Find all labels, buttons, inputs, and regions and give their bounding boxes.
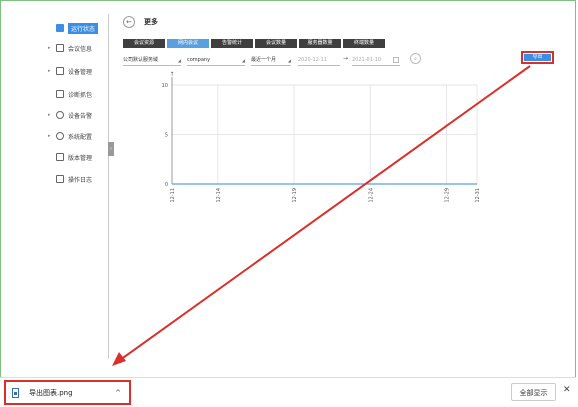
x-tick-label: 12-11	[170, 188, 176, 203]
document-icon	[56, 44, 64, 52]
domain-select[interactable]: 公司默认服务域 ◢	[123, 56, 181, 66]
sidebar-collapse-handle[interactable]: ‹	[108, 142, 114, 156]
capture-icon	[56, 90, 64, 98]
sidebar-item-diagnostic-capture[interactable]: 诊断抓包	[48, 86, 123, 102]
y-tick-label: 10	[162, 83, 168, 89]
log-icon	[56, 175, 64, 183]
end-date-input[interactable]: 2021-01-10	[352, 56, 400, 66]
search-button[interactable]: ⌕	[410, 53, 421, 64]
chevron-down-icon: ◢	[287, 58, 291, 63]
download-item[interactable]: 导出图表.png ^	[4, 380, 131, 405]
show-all-button[interactable]: 全部显示	[511, 383, 556, 401]
sidebar-item-version-management[interactable]: 版本管理	[48, 149, 123, 165]
download-file-name: 导出图表.png	[29, 388, 73, 397]
sidebar-item-system-config[interactable]: ▸ 系统配置	[48, 132, 93, 141]
calendar-icon[interactable]	[393, 57, 399, 63]
sidebar-item-meeting-info[interactable]: ▸ 会议信息	[48, 44, 93, 53]
annotation-arrow	[112, 65, 531, 366]
export-button[interactable]: 导出	[521, 51, 554, 64]
start-date-input[interactable]: 2020-12-11	[298, 56, 340, 66]
y-tick-label: 5	[165, 133, 168, 139]
y-axis-arrow: ↑	[169, 71, 174, 78]
version-icon	[56, 153, 64, 161]
x-tick-label: 12-19	[292, 188, 298, 203]
back-button[interactable]: ←	[123, 16, 135, 28]
date-range-arrow: →	[343, 55, 349, 62]
tab-terminal-count[interactable]: 终端数量	[343, 39, 385, 48]
tab-meeting-count[interactable]: 会议数量	[255, 39, 297, 48]
sidebar-divider	[108, 14, 109, 359]
tab-meeting-resources[interactable]: 会议资源	[123, 39, 165, 48]
x-tick-label: 12-31	[475, 188, 481, 203]
image-file-icon	[12, 387, 19, 398]
x-tick-label: 12-14	[216, 188, 222, 203]
tab-network-meetings[interactable]: 网内会议	[167, 39, 209, 48]
y-tick-label: 0	[165, 182, 168, 188]
x-tick-label: 12-29	[445, 188, 451, 203]
chevron-up-icon[interactable]: ^	[115, 388, 121, 397]
sidebar-item-device-alarm[interactable]: ▸ 设备告警	[48, 111, 93, 120]
alert-icon	[56, 111, 64, 119]
chevron-down-icon: ◢	[177, 58, 181, 63]
tab-bar: 会议资源 网内会议 告警统计 会议数量 服务器数量 终端数量	[123, 39, 385, 48]
gear-icon	[56, 132, 64, 140]
tab-alarm-statistics[interactable]: 告警统计	[211, 39, 253, 48]
tab-server-count[interactable]: 服务器数量	[299, 39, 341, 48]
chevron-down-icon: ◢	[241, 58, 245, 63]
sidebar-item-running-status[interactable]: 运行状态	[48, 20, 123, 36]
monitor-icon	[56, 24, 64, 32]
sidebar-item-operation-log[interactable]: 操作日志	[48, 171, 123, 187]
close-icon[interactable]: ✕	[563, 385, 571, 395]
period-select[interactable]: 最近一个月 ◢	[251, 56, 291, 66]
x-tick-label: 12-24	[368, 188, 374, 203]
grid-icon	[56, 67, 64, 75]
sidebar-item-device-management[interactable]: ▸ 设备管理	[48, 67, 93, 76]
search-icon: ⌕	[414, 56, 417, 62]
page-title: 更多	[144, 18, 158, 26]
user-select[interactable]: company ◢	[187, 56, 245, 66]
